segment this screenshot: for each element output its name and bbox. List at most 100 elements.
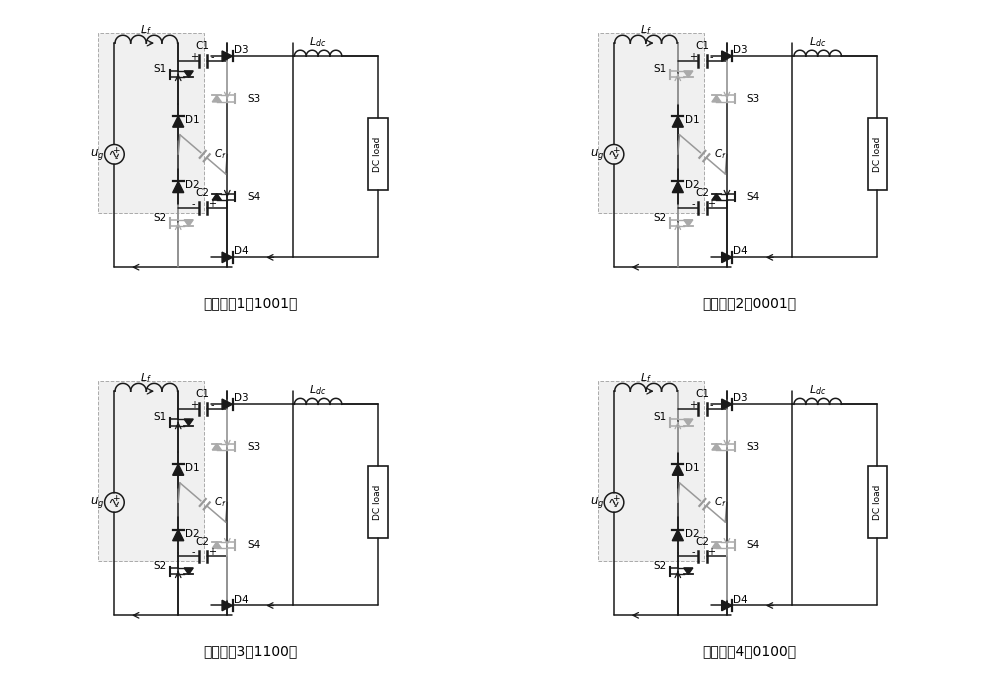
Text: C1: C1 — [695, 389, 709, 400]
Text: D4: D4 — [234, 595, 248, 604]
Text: D2: D2 — [685, 529, 700, 538]
Text: S3: S3 — [747, 442, 760, 452]
Text: DC load: DC load — [373, 137, 382, 172]
Text: -: - — [710, 400, 713, 411]
Text: D2: D2 — [185, 529, 200, 538]
Polygon shape — [672, 181, 683, 193]
Text: $u_g$: $u_g$ — [90, 495, 105, 510]
Polygon shape — [173, 116, 184, 127]
Text: S2: S2 — [154, 213, 167, 223]
Text: +: + — [112, 146, 119, 155]
Text: $C_f$: $C_f$ — [214, 495, 227, 509]
Text: DC load: DC load — [873, 485, 882, 520]
Text: D2: D2 — [685, 180, 700, 190]
Polygon shape — [222, 600, 233, 611]
Polygon shape — [684, 568, 693, 574]
Text: +: + — [112, 493, 119, 503]
Text: D4: D4 — [234, 246, 248, 257]
Text: D1: D1 — [685, 463, 700, 473]
Text: $L_f$: $L_f$ — [140, 23, 152, 37]
Polygon shape — [684, 219, 693, 226]
Text: +: + — [208, 547, 216, 558]
Polygon shape — [184, 568, 193, 574]
Polygon shape — [212, 95, 221, 102]
Text: D3: D3 — [733, 46, 748, 55]
Text: C2: C2 — [695, 188, 709, 199]
Text: $L_f$: $L_f$ — [640, 23, 652, 37]
Text: -: - — [710, 52, 713, 62]
Bar — [598, 382, 704, 562]
Text: $L_{dc}$: $L_{dc}$ — [309, 35, 327, 49]
Text: -: - — [614, 154, 617, 163]
Bar — [98, 382, 204, 562]
Text: S1: S1 — [154, 413, 167, 422]
Text: C1: C1 — [196, 389, 210, 400]
Polygon shape — [722, 51, 732, 61]
Text: +: + — [689, 400, 697, 411]
Bar — [598, 33, 704, 213]
Text: S4: S4 — [747, 192, 760, 202]
Polygon shape — [712, 542, 721, 549]
Text: D4: D4 — [733, 246, 748, 257]
Polygon shape — [222, 399, 233, 410]
Text: DC load: DC load — [873, 137, 882, 172]
Text: -: - — [210, 400, 214, 411]
Polygon shape — [672, 464, 683, 475]
Text: -: - — [192, 547, 195, 558]
Polygon shape — [722, 600, 732, 611]
Text: C1: C1 — [695, 41, 709, 51]
Polygon shape — [184, 219, 193, 226]
Text: -: - — [691, 199, 695, 209]
Text: +: + — [190, 400, 198, 411]
Text: S3: S3 — [747, 94, 760, 104]
Bar — [868, 118, 887, 190]
Text: 运行状态3（1100）: 运行状态3（1100） — [203, 644, 297, 658]
Polygon shape — [684, 71, 693, 77]
Text: D3: D3 — [234, 393, 248, 404]
Text: +: + — [708, 547, 716, 558]
Text: S1: S1 — [154, 64, 167, 75]
Text: -: - — [614, 502, 617, 511]
Bar — [868, 466, 887, 538]
Text: $C_f$: $C_f$ — [714, 495, 727, 509]
Text: C2: C2 — [695, 537, 709, 546]
Text: +: + — [612, 146, 619, 155]
Text: 运行状态1（1001）: 运行状态1（1001） — [203, 296, 297, 310]
Text: D1: D1 — [185, 115, 200, 125]
Text: S2: S2 — [653, 561, 666, 571]
Text: +: + — [208, 199, 216, 209]
Text: S1: S1 — [653, 413, 666, 422]
Polygon shape — [184, 419, 193, 426]
Text: +: + — [689, 52, 697, 62]
Text: -: - — [210, 52, 214, 62]
Polygon shape — [712, 444, 721, 450]
Text: $L_{dc}$: $L_{dc}$ — [809, 35, 826, 49]
Text: -: - — [114, 154, 117, 163]
Polygon shape — [722, 252, 732, 263]
Polygon shape — [684, 419, 693, 426]
Polygon shape — [672, 530, 683, 541]
Text: S3: S3 — [247, 442, 260, 452]
Text: S4: S4 — [247, 192, 260, 202]
Polygon shape — [212, 542, 221, 549]
Polygon shape — [222, 252, 233, 263]
Polygon shape — [184, 71, 193, 77]
Text: S2: S2 — [653, 213, 666, 223]
Text: S4: S4 — [247, 540, 260, 550]
Polygon shape — [712, 194, 721, 200]
Polygon shape — [173, 530, 184, 541]
Text: $u_g$: $u_g$ — [590, 495, 604, 510]
Text: D3: D3 — [733, 393, 748, 404]
Text: -: - — [114, 502, 117, 511]
Text: D3: D3 — [234, 46, 248, 55]
Text: +: + — [190, 52, 198, 62]
Text: $C_f$: $C_f$ — [214, 148, 227, 161]
Text: $L_f$: $L_f$ — [640, 371, 652, 384]
Text: $L_f$: $L_f$ — [140, 371, 152, 384]
Bar — [368, 466, 388, 538]
Text: +: + — [708, 199, 716, 209]
Text: 运行状态2（0001）: 运行状态2（0001） — [703, 296, 797, 310]
Polygon shape — [173, 181, 184, 193]
Polygon shape — [173, 464, 184, 475]
Text: $u_g$: $u_g$ — [590, 147, 604, 162]
